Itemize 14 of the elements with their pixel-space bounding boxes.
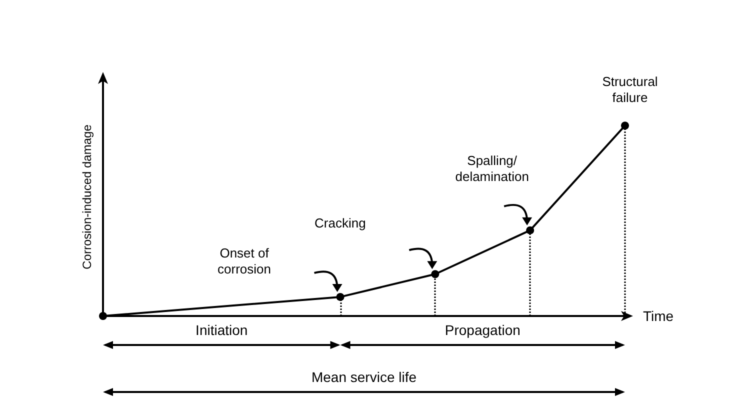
text: Mean service life <box>311 369 417 385</box>
y-axis-title: Corrosion-induced damage <box>80 124 94 270</box>
annotation: Cracking <box>314 216 366 231</box>
point <box>99 312 107 320</box>
text: Initiation <box>196 322 248 338</box>
text: Propagation <box>444 322 520 338</box>
point <box>621 122 629 130</box>
text: Structural failure <box>602 74 658 106</box>
annotation: Spalling/ delamination <box>455 152 529 184</box>
annotation: Onset of corrosion <box>218 245 272 276</box>
point <box>336 292 344 301</box>
x-axis-title: Time <box>643 308 674 324</box>
point <box>431 270 440 278</box>
point <box>526 226 534 234</box>
